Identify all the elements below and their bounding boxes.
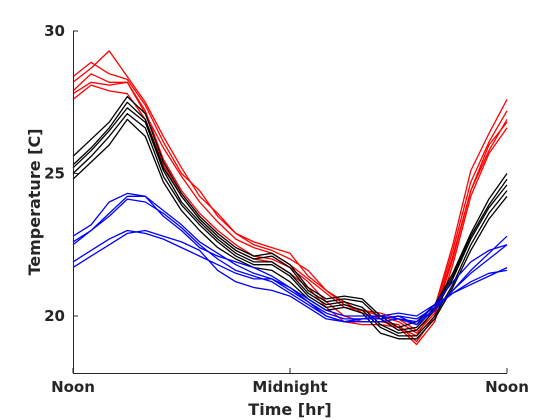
series-line-black-9	[72, 112, 508, 337]
series-line-blue-14	[72, 229, 508, 323]
axes-layer	[73, 31, 507, 374]
y-axis-label: Temperature [C]	[25, 128, 44, 275]
series-line-blue-15	[72, 229, 508, 323]
x-axis-label: Time [hr]	[248, 400, 331, 419]
y-tick-label-2: 25	[44, 165, 65, 183]
x-tick-label-2: Midnight	[252, 378, 327, 396]
y-tick-label-3: 30	[44, 22, 65, 40]
x-tick-label-3: Noon	[485, 378, 529, 396]
series-line-blue-13	[72, 198, 508, 326]
y-tick-label-1: 20	[44, 307, 65, 325]
series-layer	[72, 50, 508, 346]
series-line-black-10	[72, 118, 508, 340]
ticks-layer: Noon Midnight Noon 20 25 30	[44, 22, 529, 396]
x-tick-label-1: Noon	[51, 378, 95, 396]
